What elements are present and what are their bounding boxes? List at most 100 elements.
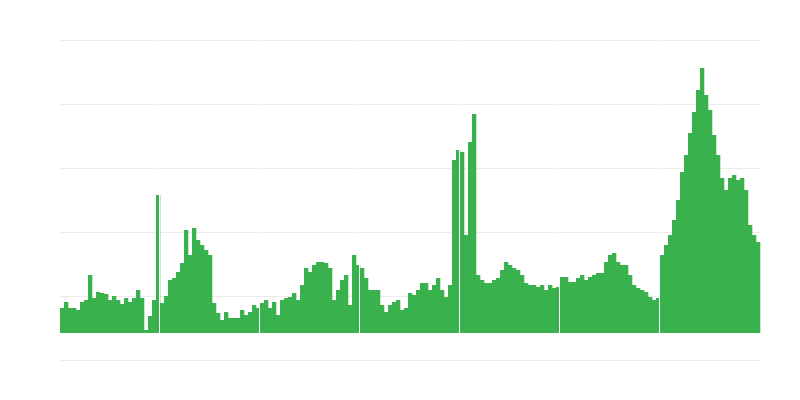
bar: [272, 302, 277, 333]
bars: [60, 68, 761, 333]
bar: [144, 330, 149, 333]
bar: [76, 310, 81, 333]
bar: [692, 112, 697, 333]
bar: [712, 135, 717, 333]
bar: [664, 245, 669, 333]
bar: [324, 263, 329, 333]
bar: [192, 228, 197, 333]
bar: [636, 288, 641, 333]
bar: [60, 308, 65, 333]
bar: [452, 160, 457, 333]
bar: [160, 303, 165, 333]
bar: [140, 298, 145, 333]
bar: [356, 265, 361, 333]
bar: [460, 152, 465, 333]
bar: [152, 300, 157, 333]
bar: [148, 316, 153, 333]
bar: [260, 303, 265, 333]
bar: [432, 285, 437, 333]
bar: [508, 265, 513, 333]
bar: [208, 255, 213, 333]
bar: [464, 235, 469, 333]
bar: [512, 268, 517, 333]
bar: [704, 95, 709, 333]
segment-separators: [159, 40, 660, 333]
bar: [532, 285, 537, 333]
bar: [120, 304, 125, 333]
bar: [108, 300, 113, 333]
bar: [352, 255, 357, 333]
bar: [340, 280, 345, 333]
bar: [736, 180, 741, 333]
bar: [616, 262, 621, 333]
bar: [128, 302, 133, 333]
bar: [724, 190, 729, 333]
bar: [688, 133, 693, 333]
bar: [360, 268, 365, 333]
bar: [328, 268, 333, 333]
bar: [372, 290, 377, 333]
bar: [212, 303, 217, 333]
bar: [752, 235, 757, 333]
bar: [364, 278, 369, 333]
bar: [184, 230, 189, 333]
bar: [344, 275, 349, 333]
bar: [68, 308, 73, 333]
bar: [624, 265, 629, 333]
bar: [276, 315, 281, 333]
bar: [504, 262, 509, 333]
bar: [632, 285, 637, 333]
bar: [380, 305, 385, 333]
bar: [396, 300, 401, 333]
bar: [188, 255, 193, 333]
bar: [224, 312, 229, 333]
bar: [84, 300, 89, 333]
bar: [408, 293, 413, 333]
bar: [524, 283, 529, 333]
bar: [568, 282, 573, 333]
bar: [580, 275, 585, 333]
bar: [376, 290, 381, 333]
bar: [468, 142, 473, 333]
bar: [600, 273, 605, 333]
bar: [756, 242, 761, 333]
bar: [740, 178, 745, 333]
bar: [72, 308, 77, 333]
bar: [668, 235, 673, 333]
bar: [660, 255, 665, 333]
bar: [244, 315, 249, 333]
bar: [320, 262, 325, 333]
bar: [88, 275, 93, 333]
bar: [544, 290, 549, 333]
bar: [708, 110, 713, 333]
bar: [748, 225, 753, 333]
bar: [400, 310, 405, 333]
bar: [240, 310, 245, 333]
bar: [168, 280, 173, 333]
bar: [268, 308, 273, 333]
bar: [368, 290, 373, 333]
bar: [384, 312, 389, 333]
bar: [552, 288, 557, 333]
bar: [404, 308, 409, 333]
bar: [64, 302, 69, 333]
bar: [100, 293, 105, 333]
bar: [104, 294, 109, 333]
bar: [472, 114, 477, 333]
bar: [252, 305, 257, 333]
bar: [484, 283, 489, 333]
bar: [564, 277, 569, 333]
bar: [348, 305, 353, 333]
bar: [744, 190, 749, 333]
bar: [728, 178, 733, 333]
bar: [492, 280, 497, 333]
bar: [604, 262, 609, 333]
bar: [560, 277, 565, 333]
bar: [176, 272, 181, 333]
bar: [92, 298, 97, 333]
bar: [500, 270, 505, 333]
bar: [388, 305, 393, 333]
bar: [516, 270, 521, 333]
bar: [316, 262, 321, 333]
bar: [308, 272, 313, 333]
